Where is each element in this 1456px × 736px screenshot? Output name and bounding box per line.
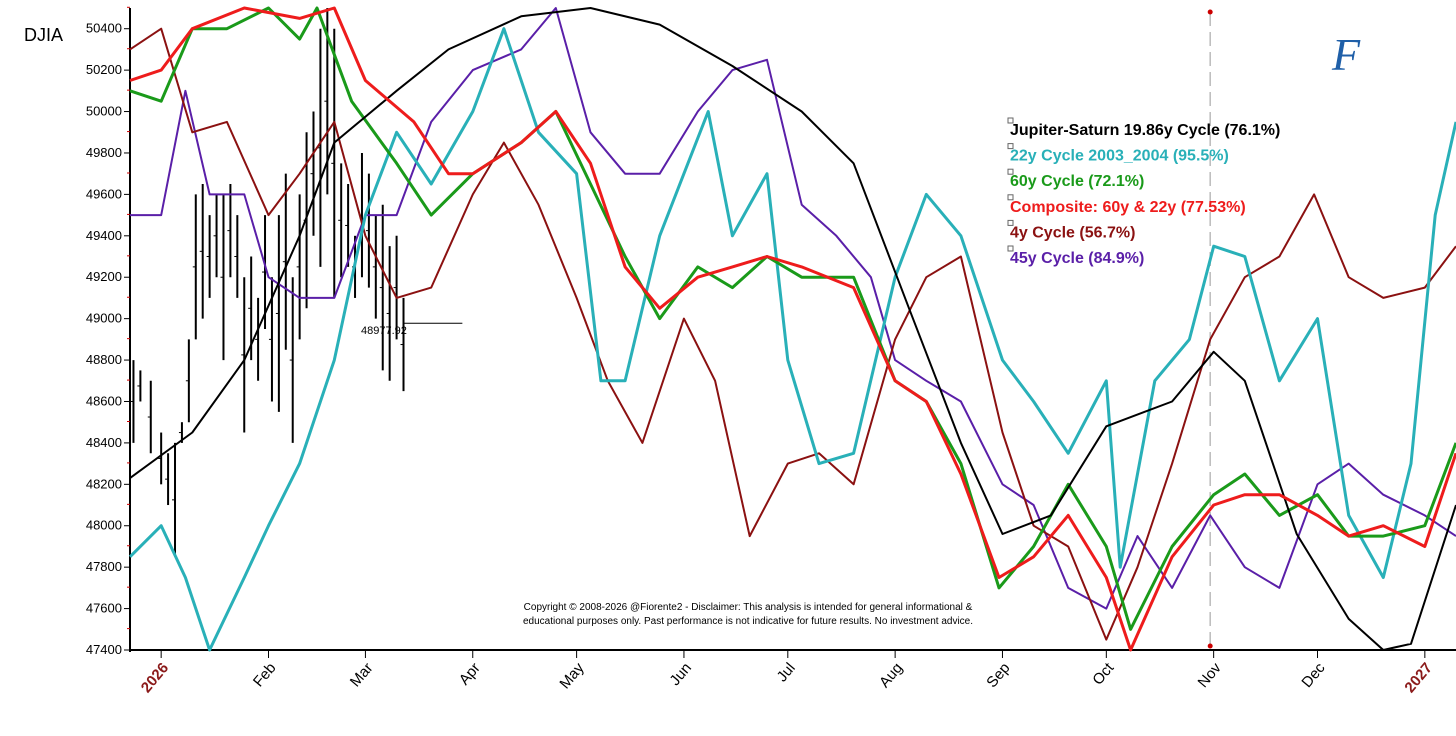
y-tick-label: 47400 [86,642,122,657]
y-tick-label: 49800 [86,145,122,160]
y-tick-label: 49000 [86,311,122,326]
series-jupiter-saturn-19-86y-cycle-76-1 [129,7,1456,651]
series-45y-cycle-84-9 [130,7,1456,610]
y-tick-label: 47600 [86,601,122,616]
legend-entry: 22y Cycle 2003_2004 (95.5%) [1010,148,1229,165]
last-price-label: 48977.92 [361,325,407,337]
series-22y-cycle-2003-2004-95-5 [128,27,1456,652]
legend-entry: Jupiter-Saturn 19.86y Cycle (76.1%) [1010,122,1280,139]
y-tick-label: 50000 [86,104,122,119]
copyright-line-1: Copyright © 2008-2026 @Fiorente2 - Discl… [524,602,973,613]
legend-marker [1007,143,1014,150]
legend: Jupiter-Saturn 19.86y Cycle (76.1%) 22y C… [1007,117,1280,267]
series-composite-60y-22y-77-53 [129,6,1456,652]
today-marker-top [1207,9,1213,15]
y-tick-label: 49600 [86,186,122,201]
y-tick-label: 48000 [86,518,122,533]
legend-entry: Composite: 60y & 22y (77.53%) [1010,199,1246,216]
legend-marker [1007,168,1014,175]
cycle-lines [128,6,1456,652]
fiorente-logo: F [1331,29,1361,80]
chart-title: DJIA [24,25,63,45]
y-tick-label: 47800 [86,559,122,574]
legend-marker [1007,117,1014,124]
legend-marker [1007,219,1014,226]
legend-entry: 60y Cycle (72.1%) [1010,173,1144,190]
copyright-line-2: educational purposes only. Past performa… [523,616,973,627]
y-tick-label: 48800 [86,352,122,367]
price-bars [130,8,463,557]
y-tick-label: 50200 [86,62,122,77]
legend-entry: 45y Cycle (84.9%) [1010,250,1144,267]
y-tick-label: 48400 [86,435,122,450]
series-60y-cycle-72-1 [129,6,1456,631]
y-tick-label: 48600 [86,393,122,408]
legend-marker [1007,245,1014,252]
legend-marker [1007,194,1014,201]
series-4y-cycle-56-7 [129,27,1456,641]
gridlines [1207,9,1213,650]
today-marker-bottom [1207,643,1213,649]
y-tick-label: 49400 [86,228,122,243]
y-tick-label: 50400 [86,21,122,36]
y-tick-label: 48200 [86,476,122,491]
legend-entry: 4y Cycle (56.7%) [1010,224,1135,241]
y-tick-label: 49200 [86,269,122,284]
